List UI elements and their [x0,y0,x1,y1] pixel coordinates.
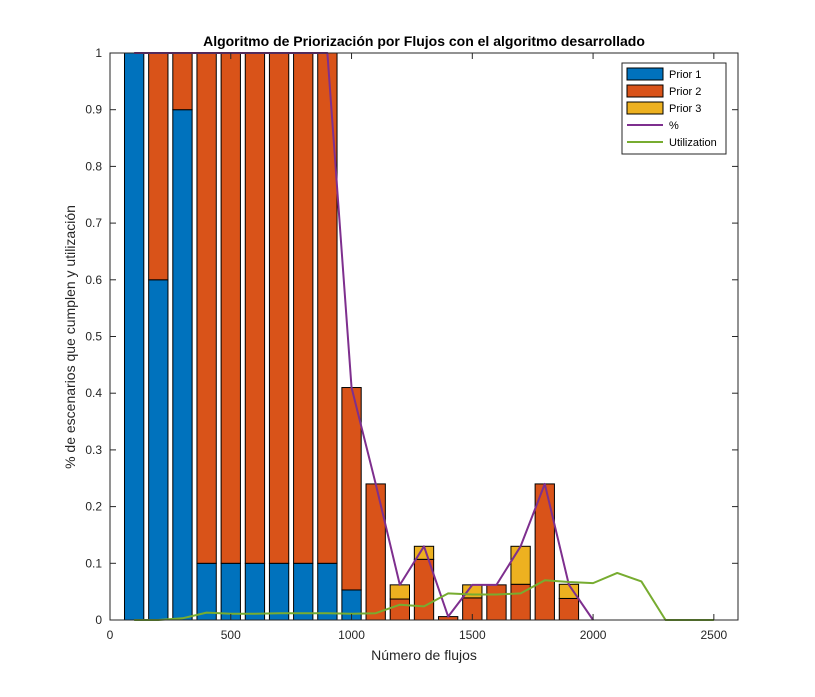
legend-label-2: Prior 3 [669,103,701,115]
bar-prior2-1900 [558,597,580,621]
bar-prior3-1500 [462,584,483,599]
bar-prior2-500 [220,52,241,564]
bar-prior1-700 [268,562,290,621]
x-axis-label: Número de flujos [371,647,477,663]
bar-prior2-700 [268,52,290,564]
legend-label-3: % [669,120,679,132]
x-tick-label: 500 [221,628,241,642]
y-tick-label: 0.4 [85,386,102,400]
bar-prior1-400 [196,562,217,621]
legend-swatch-1 [626,84,664,98]
x-tick-label: 1500 [459,628,486,642]
x-tick-label: 0 [107,628,114,642]
bar-prior3-1700 [510,545,531,585]
x-tick-label: 2000 [580,628,607,642]
y-tick-label: 0.6 [85,273,102,287]
bar-prior1-100 [123,52,145,621]
bar-prior1-600 [244,562,266,621]
bar-prior2-400 [196,52,217,564]
bar-prior1-900 [317,562,338,621]
legend-label-4: Utilization [669,137,717,149]
y-tick-label: 0.9 [85,103,102,117]
bar-prior1-200 [148,279,169,621]
bar-prior1-500 [220,562,241,621]
legend-label-1: Prior 2 [669,86,701,98]
bar-prior2-1800 [534,483,555,621]
chart-title: Algoritmo de Priorización por Flujos con… [203,33,645,49]
bar-prior1-300 [172,109,193,621]
legend-label-0: Prior 1 [669,69,701,81]
bar-prior2-800 [293,52,314,564]
y-tick-label: 0.7 [85,216,102,230]
y-tick-label: 0.1 [85,556,102,570]
x-tick-label: 1000 [338,628,365,642]
y-tick-label: 1 [95,46,102,60]
bar-prior2-200 [148,52,169,281]
line-utilization [134,571,714,621]
bars-layer [123,52,580,621]
legend-swatch-0 [626,67,664,81]
y-tick-label: 0.5 [85,330,102,344]
bar-prior3-1200 [389,584,410,600]
bar-prior2-1200 [389,598,410,621]
y-tick-label: 0.8 [85,159,102,173]
bar-prior2-900 [317,52,338,564]
y-tick-label: 0.3 [85,443,102,457]
bar-prior2-1600 [486,584,507,621]
bar-prior2-600 [244,52,266,564]
y-tick-label: 0.2 [85,500,102,514]
legend: Prior 1 Prior 2 Prior 3% Utilization [621,62,727,155]
bar-prior2-1100 [365,483,386,621]
bar-prior2-300 [172,52,193,111]
bar-prior1-800 [293,562,314,621]
y-axis-label: % de escenarios que cumplen y utilizació… [62,205,78,469]
x-tick-label: 2500 [700,628,727,642]
y-tick-label: 0 [95,613,102,627]
axes-layer: 0 0.1 0.2 0.3 0.4 0.5 0.6 0.7 0.8 0.9 1 0 500 1000 150… [85,46,739,642]
legend-swatch-2 [626,101,664,115]
